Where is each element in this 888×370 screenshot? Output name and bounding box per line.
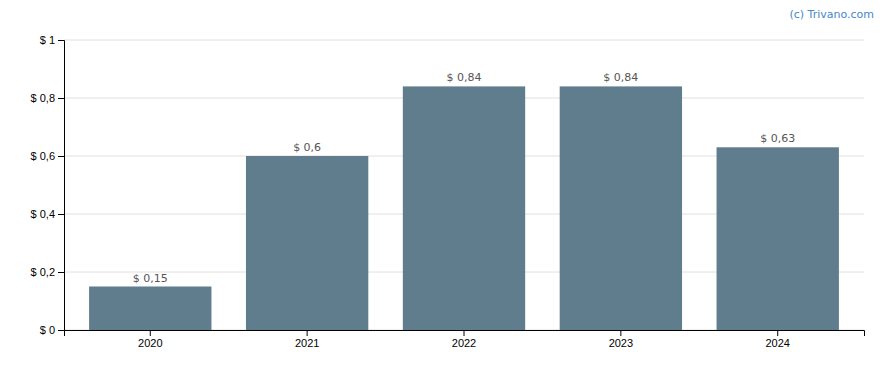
plot: $ 0$ 0,2$ 0,4$ 0,6$ 0,8$ 120202021202220… bbox=[31, 34, 865, 349]
y-tick: $ 0 bbox=[40, 324, 64, 336]
grid-line bbox=[64, 40, 864, 41]
bar bbox=[717, 147, 839, 330]
y-axis-line bbox=[58, 41, 65, 331]
y-tick-label: $ 0 bbox=[40, 324, 55, 336]
x-axis-line bbox=[65, 331, 865, 337]
x-tick: 2022 bbox=[452, 330, 476, 349]
y-tick-mark bbox=[58, 214, 64, 215]
y-tick: $ 0,8 bbox=[31, 92, 64, 104]
x-tick-mark bbox=[620, 330, 621, 336]
y-tick-mark bbox=[58, 40, 64, 41]
x-tick: 2020 bbox=[138, 330, 162, 349]
watermark: (c) Trivano.com bbox=[789, 8, 874, 21]
data-label: $ 0,84 bbox=[447, 71, 482, 84]
bars bbox=[89, 86, 839, 330]
y-tick-mark bbox=[58, 272, 64, 273]
y-axis: $ 0 $ 0,2 $ 0,4 $ 0,6 $ 0,8 $ 1 bbox=[31, 34, 65, 336]
bar bbox=[560, 86, 682, 330]
x-tick-mark bbox=[307, 330, 308, 336]
x-tick: 2024 bbox=[765, 330, 789, 349]
data-label: $ 0,84 bbox=[603, 71, 638, 84]
x-tick-label: 2023 bbox=[609, 337, 633, 349]
data-label: $ 0,63 bbox=[760, 132, 795, 145]
x-tick-mark bbox=[150, 330, 151, 336]
x-tick-mark bbox=[464, 330, 465, 336]
x-tick: 2023 bbox=[609, 330, 633, 349]
y-tick: $ 0,6 bbox=[31, 150, 64, 162]
x-tick-label: 2021 bbox=[295, 337, 319, 349]
y-tick-label: $ 0,6 bbox=[31, 150, 55, 162]
y-tick-label: $ 0,2 bbox=[31, 266, 55, 278]
y-tick: $ 1 bbox=[40, 34, 64, 46]
x-tick-label: 2022 bbox=[452, 337, 476, 349]
x-tick-label: 2024 bbox=[765, 337, 789, 349]
x-tick-label: 2020 bbox=[138, 337, 162, 349]
y-tick-label: $ 1 bbox=[40, 34, 55, 46]
x-tick: 2021 bbox=[295, 330, 319, 349]
x-axis: 2020 2021 2022 2023 2024 bbox=[65, 330, 865, 349]
data-label: $ 0,6 bbox=[293, 141, 321, 154]
bar bbox=[89, 287, 211, 331]
bar bbox=[246, 156, 368, 330]
data-label: $ 0,15 bbox=[133, 272, 168, 285]
y-tick-mark bbox=[58, 330, 64, 331]
y-tick: $ 0,2 bbox=[31, 266, 64, 278]
chart: $ 0$ 0,2$ 0,4$ 0,6$ 0,8$ 120202021202220… bbox=[0, 0, 888, 370]
y-tick: $ 0,4 bbox=[31, 208, 64, 220]
bar bbox=[403, 86, 525, 330]
y-tick-mark bbox=[58, 156, 64, 157]
x-tick-mark bbox=[777, 330, 778, 336]
y-tick-label: $ 0,8 bbox=[31, 92, 55, 104]
y-tick-label: $ 0,4 bbox=[31, 208, 55, 220]
y-tick-mark bbox=[58, 98, 64, 99]
grid bbox=[64, 40, 864, 330]
data-labels: $ 0,15 $ 0,6 $ 0,84 $ 0,84 $ 0,63 bbox=[133, 71, 795, 284]
